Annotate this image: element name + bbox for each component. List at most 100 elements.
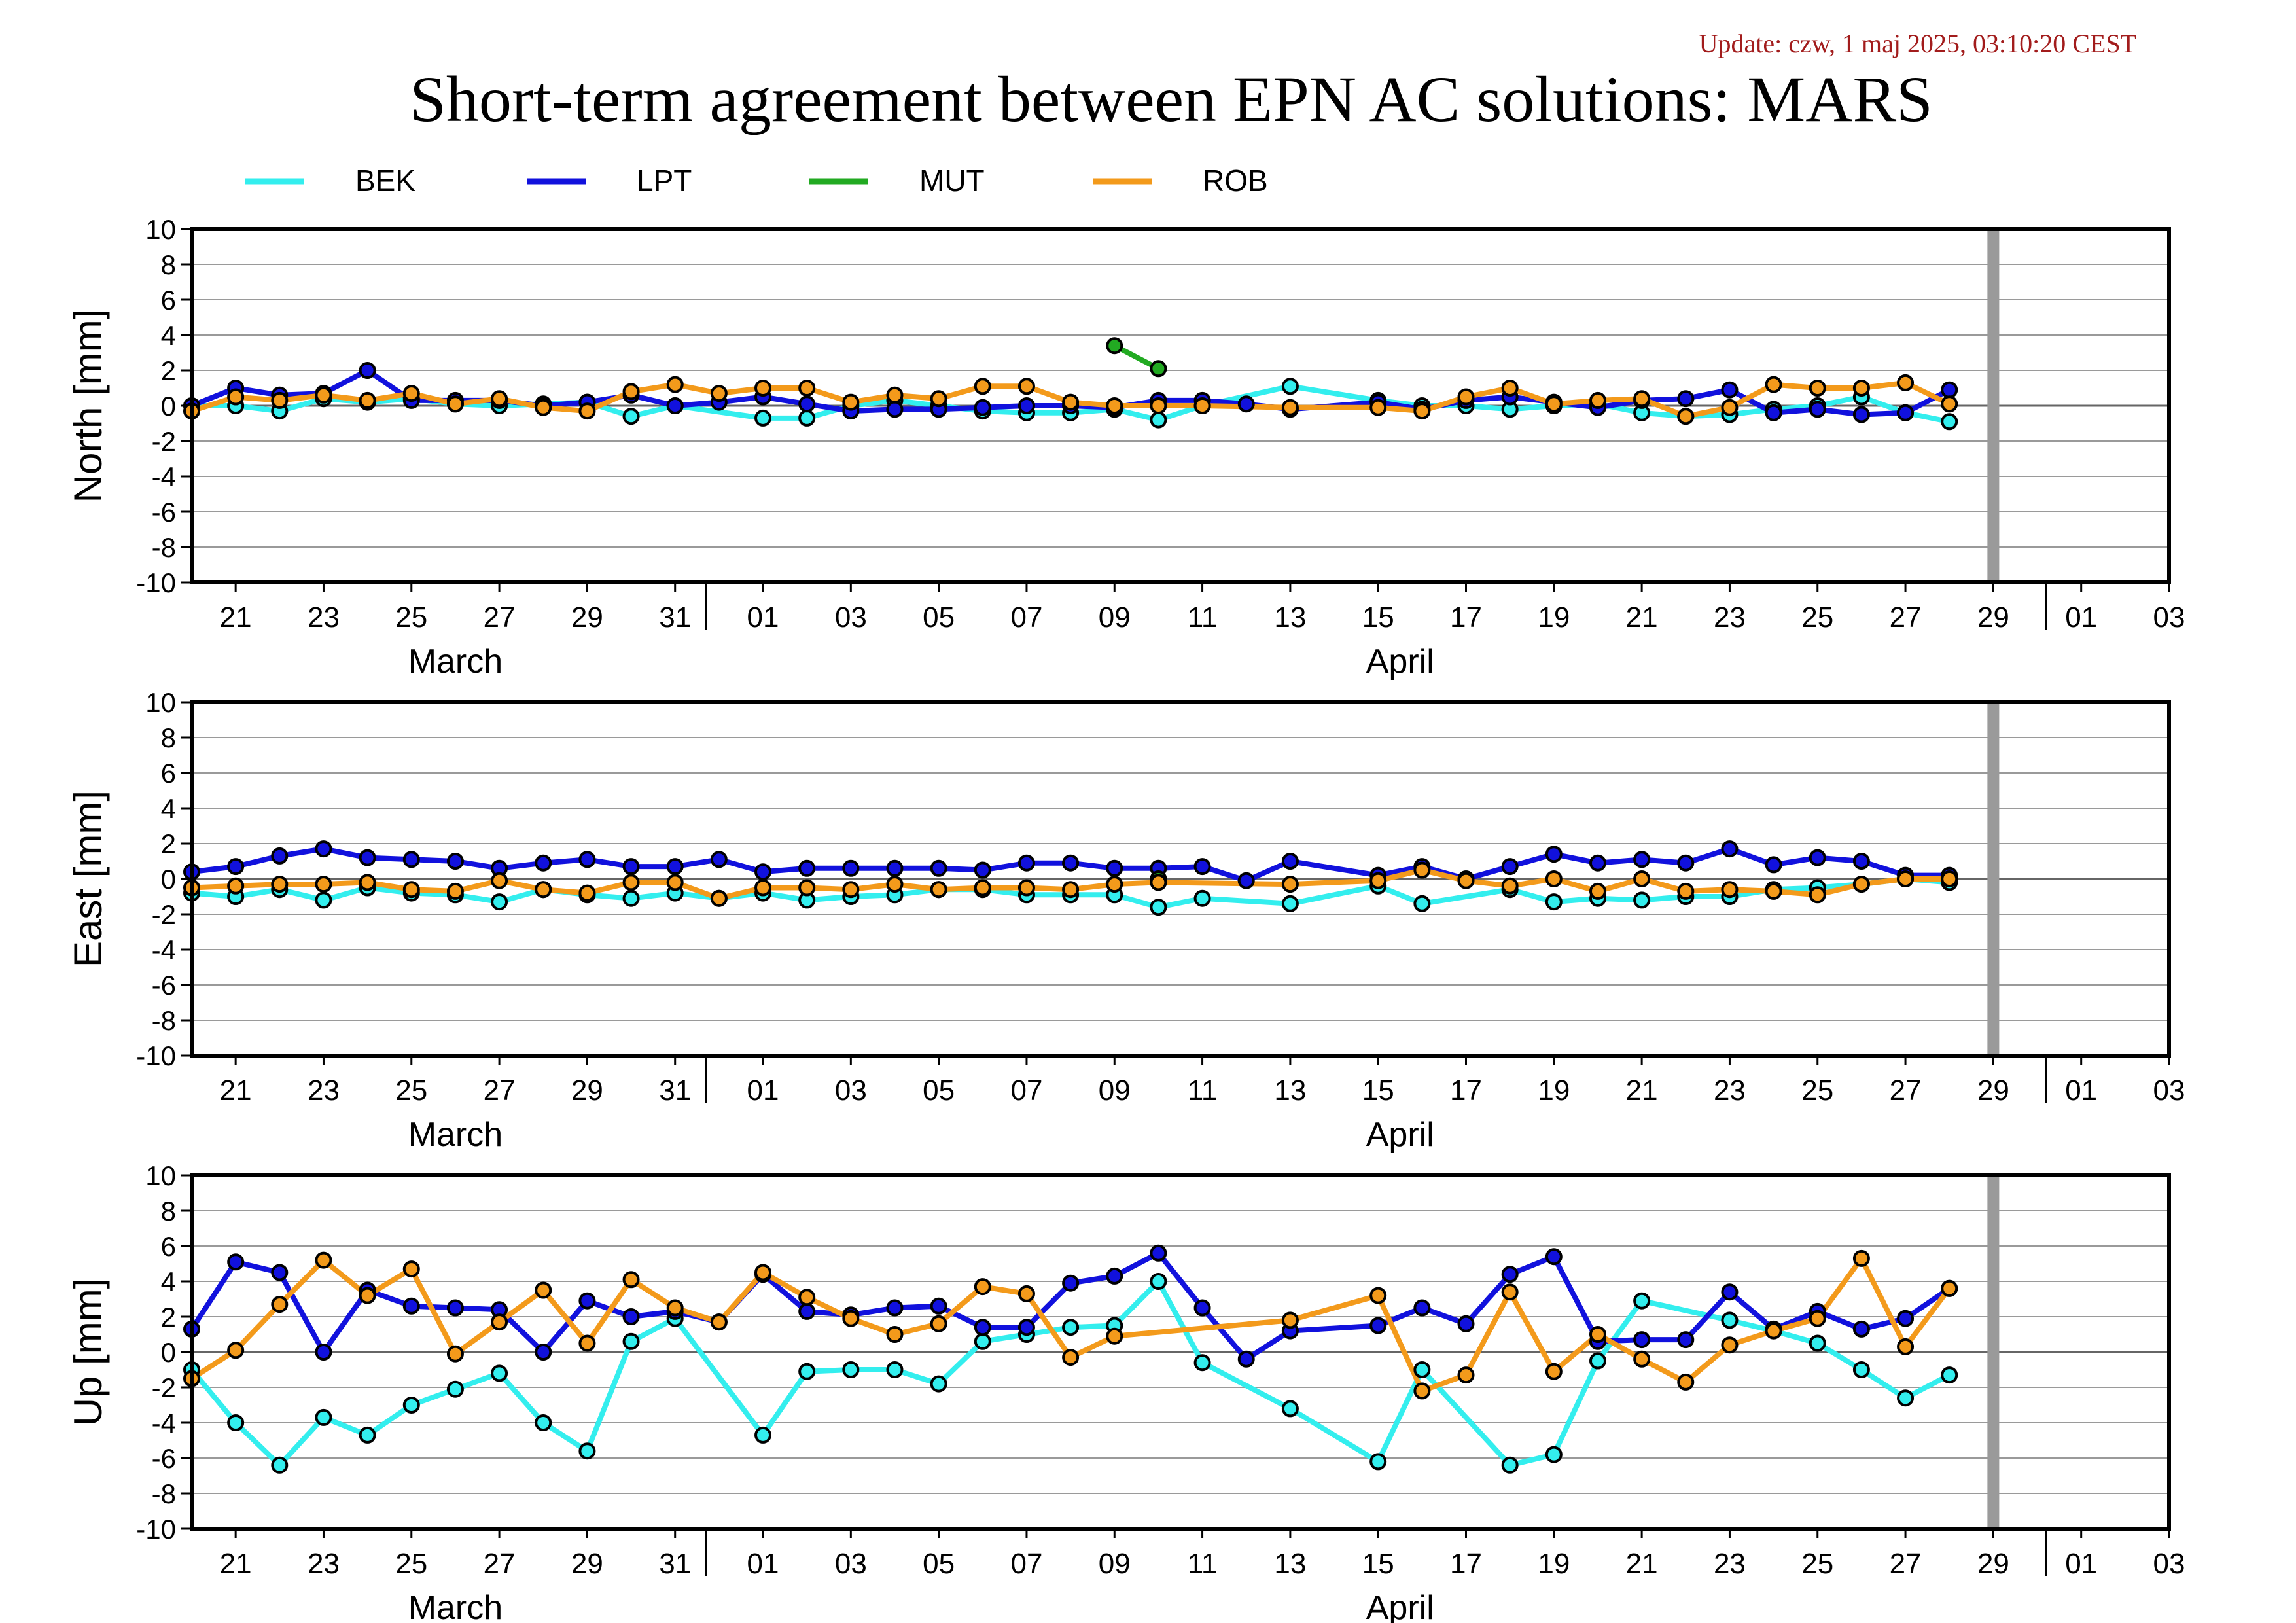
point-lpt <box>1677 1331 1695 1349</box>
point-rob <box>1897 870 1915 887</box>
point-rob <box>1809 1310 1826 1327</box>
point-lpt <box>271 1264 289 1281</box>
x-tick-label: 31 <box>659 1075 691 1107</box>
x-tick-label: 19 <box>1538 1075 1570 1107</box>
point-lpt <box>1852 406 1870 423</box>
point-lpt <box>666 397 684 414</box>
series-line-lpt <box>189 1250 1951 1362</box>
point-mut <box>1106 337 1123 355</box>
point-lpt <box>1897 1310 1915 1327</box>
point-rob <box>1017 879 1035 897</box>
point-rob <box>1501 380 1519 397</box>
point-rob <box>710 889 728 907</box>
point-bek <box>402 1397 420 1414</box>
point-lpt <box>1633 851 1651 868</box>
x-tick-label: 25 <box>1801 1548 1833 1580</box>
x-tick-label: 25 <box>395 601 427 633</box>
point-rob <box>1852 380 1870 397</box>
x-tick-label: 21 <box>220 601 252 633</box>
point-bek <box>359 1426 376 1444</box>
point-rob <box>754 879 772 897</box>
panel-east: 10 8 6 4 2 0 -2 -4 -6 -8 -10 East [mm] 21 23 25 27 29 31 0… <box>66 687 2185 1154</box>
point-rob <box>1765 376 1782 393</box>
point-bek <box>1545 1446 1563 1463</box>
point-lpt <box>402 1297 420 1315</box>
point-lpt <box>798 859 816 877</box>
point-lpt <box>1765 856 1782 874</box>
point-rob <box>974 879 991 897</box>
x-tick-label: 03 <box>835 1075 867 1107</box>
x-tick-label: 17 <box>1450 601 1482 633</box>
y-tick-label: 2 <box>161 355 176 386</box>
point-rob <box>491 1313 508 1331</box>
x-tick-label: 03 <box>835 601 867 633</box>
point-rob <box>1852 876 1870 893</box>
point-lpt <box>315 840 332 858</box>
point-rob <box>842 881 860 899</box>
point-lpt <box>1677 390 1695 408</box>
point-rob <box>886 1326 904 1343</box>
point-lpt <box>1237 1350 1255 1368</box>
legend-label-bek: BEK <box>355 164 415 198</box>
point-lpt <box>842 859 860 877</box>
x-tick-label: 29 <box>571 601 603 633</box>
point-lpt <box>1413 1299 1431 1317</box>
x-tick-label: 09 <box>1099 601 1131 633</box>
point-lpt <box>798 395 816 413</box>
point-rob <box>710 1313 728 1331</box>
point-rob <box>1721 881 1739 899</box>
gray-marker <box>1987 229 2000 582</box>
x-tick-label: 01 <box>2065 1075 2097 1107</box>
x-tick-label: 21 <box>220 1075 252 1107</box>
y-tick-label: 0 <box>161 1337 176 1368</box>
x-tick-label: 03 <box>835 1548 867 1580</box>
point-lpt <box>1852 1320 1870 1338</box>
x-tick-label: 21 <box>1626 1548 1658 1580</box>
point-rob <box>1062 393 1080 411</box>
y-tick-label: -8 <box>152 1478 176 1509</box>
legend-label-rob: ROB <box>1203 164 1268 198</box>
point-bek <box>1809 1334 1826 1352</box>
point-bek <box>1413 895 1431 912</box>
point-lpt <box>1062 1274 1080 1292</box>
point-lpt <box>446 1299 464 1317</box>
y-tick-label: -6 <box>152 970 176 1001</box>
x-tick-label: 19 <box>1538 601 1570 633</box>
point-rob <box>402 1260 420 1278</box>
point-bek <box>754 409 772 427</box>
gray-marker <box>1987 1175 2000 1529</box>
y-tick-label: 10 <box>145 214 176 245</box>
point-bek <box>315 1408 332 1426</box>
point-lpt <box>1545 846 1563 863</box>
point-bek <box>271 1456 289 1474</box>
point-bek <box>315 891 332 909</box>
point-lpt <box>1852 853 1870 870</box>
point-rob <box>1017 1285 1035 1302</box>
point-rob <box>1501 1283 1519 1301</box>
point-bek <box>491 1364 508 1382</box>
point-rob <box>578 402 596 420</box>
x-tick-label: 15 <box>1362 1548 1394 1580</box>
point-rob <box>1941 395 1958 413</box>
point-bek <box>227 1414 245 1431</box>
point-rob <box>798 879 816 897</box>
point-rob <box>622 383 640 401</box>
point-rob <box>535 1281 552 1299</box>
legend: BEK LPT MUT ROB <box>245 164 1268 198</box>
point-lpt <box>666 858 684 876</box>
point-bek <box>1589 1352 1606 1370</box>
point-lpt <box>1281 853 1299 870</box>
point-rob <box>1413 861 1431 879</box>
point-mut <box>1150 360 1167 378</box>
x-tick-label: 19 <box>1538 1548 1570 1580</box>
point-bek <box>1150 411 1167 429</box>
point-rob <box>1413 402 1431 420</box>
point-rob <box>535 399 552 416</box>
point-lpt <box>974 1319 991 1336</box>
point-rob <box>271 391 289 409</box>
point-rob <box>1281 876 1299 893</box>
plot-frame <box>190 1173 2171 1531</box>
point-lpt <box>886 859 904 877</box>
point-lpt <box>446 853 464 870</box>
point-lpt <box>1193 858 1211 876</box>
